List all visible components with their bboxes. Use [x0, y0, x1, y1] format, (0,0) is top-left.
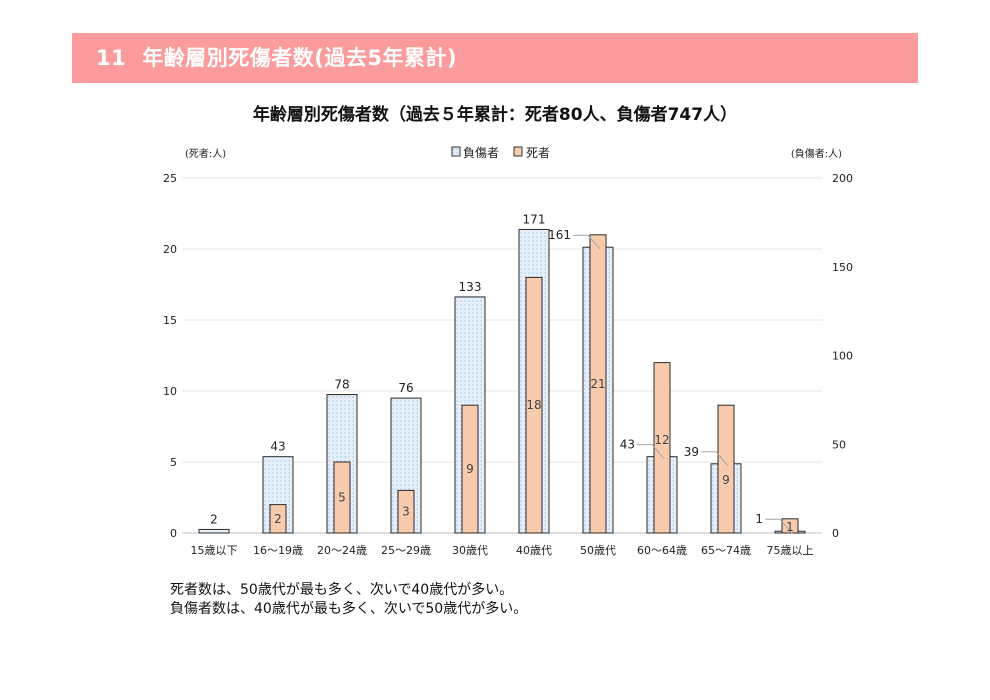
note-injuries: 負傷者数は、40歳代が最も多く、次いで50歳代が多い。	[170, 601, 528, 617]
fatality-data-label: 5	[338, 491, 346, 505]
fatality-data-label: 9	[722, 473, 730, 487]
fatality-data-label: 3	[402, 505, 410, 519]
left-axis-tick-label: 10	[163, 385, 177, 398]
category-label: 16～19歳	[253, 544, 303, 557]
left-axis-tick-label: 25	[163, 172, 177, 185]
bar-fatalities	[461, 404, 479, 534]
category-label: 60～64歳	[637, 544, 687, 557]
right-axis-tick-label: 150	[832, 261, 853, 274]
bar-fatalities	[397, 489, 415, 534]
category-label: 20～24歳	[317, 544, 367, 557]
left-axis-tick-label: 0	[170, 527, 177, 540]
injury-data-label: 39	[684, 445, 699, 459]
bar-fatalities	[781, 518, 799, 534]
section-header-text: 11 年齢層別死傷者数(過去5年累計)	[96, 33, 457, 83]
injury-data-label: 43	[270, 440, 285, 454]
category-label: 30歳代	[452, 544, 488, 557]
category-label: 40歳代	[516, 544, 552, 557]
right-axis-unit: (負傷者:人)	[791, 147, 842, 160]
category-label: 50歳代	[580, 544, 616, 557]
fatality-data-label: 2	[274, 512, 282, 526]
note-fatalities: 死者数は、50歳代が最も多く、次いで40歳代が多い。	[170, 582, 514, 598]
fatality-data-label: 21	[590, 377, 605, 391]
right-axis-tick-label: 100	[832, 350, 853, 363]
category-label: 15歳以下	[191, 544, 238, 557]
fatality-data-label: 18	[526, 398, 541, 412]
injury-data-label: 43	[620, 438, 635, 452]
injury-label-leader	[573, 234, 601, 250]
fatality-data-label: 9	[466, 462, 474, 476]
bar-fatalities	[653, 362, 671, 534]
legend-swatch-fatalities	[513, 146, 523, 157]
notes: 死者数は、50歳代が最も多く、次いで40歳代が多い。 負傷者数は、40歳代が最も…	[170, 581, 527, 619]
injury-data-label: 1	[755, 512, 763, 526]
bar-fatalities	[717, 404, 735, 534]
left-axis-tick-label: 20	[163, 243, 177, 256]
fatality-data-label: 1	[786, 520, 794, 534]
section-number: 11	[96, 46, 127, 70]
injury-label-leader	[701, 451, 729, 467]
bar-fatalities	[589, 234, 607, 534]
legend-swatch-injuries	[451, 146, 461, 157]
injury-label-leader	[765, 518, 793, 534]
bar-fatalities	[269, 504, 287, 534]
right-axis-tick-label: 50	[832, 438, 846, 451]
right-axis-tick-label: 200	[832, 172, 853, 185]
fatality-data-label: 12	[654, 433, 669, 447]
injury-data-label: 171	[523, 212, 546, 226]
left-axis-unit: (死者:人)	[185, 148, 226, 160]
injury-data-label: 161	[548, 228, 571, 242]
bar-fatalities	[333, 461, 351, 534]
left-axis-tick-label: 15	[163, 314, 177, 327]
section-title: 年齢層別死傷者数(過去5年累計)	[142, 46, 458, 70]
injury-data-label: 76	[398, 381, 413, 395]
injury-data-label: 133	[459, 280, 482, 294]
injury-label-leader	[637, 444, 665, 460]
bar-fatalities	[525, 276, 543, 534]
injury-data-label: 78	[334, 378, 349, 392]
right-axis-tick-label: 0	[832, 527, 839, 540]
category-label: 75歳以上	[767, 544, 814, 557]
legend-label-fatalities: 死者	[526, 146, 550, 160]
legend-label-injuries: 負傷者	[463, 145, 499, 160]
injury-data-label: 2	[210, 512, 218, 526]
chart-title: 年齢層別死傷者数（過去５年累計：死者80人、負傷者747人）	[252, 105, 738, 125]
bar-injuries	[198, 528, 230, 534]
section-header: 11 年齢層別死傷者数(過去5年累計)	[72, 33, 918, 83]
category-label: 65～74歳	[701, 544, 751, 557]
left-axis-tick-label: 5	[170, 456, 177, 469]
category-label: 25～29歳	[381, 544, 431, 557]
